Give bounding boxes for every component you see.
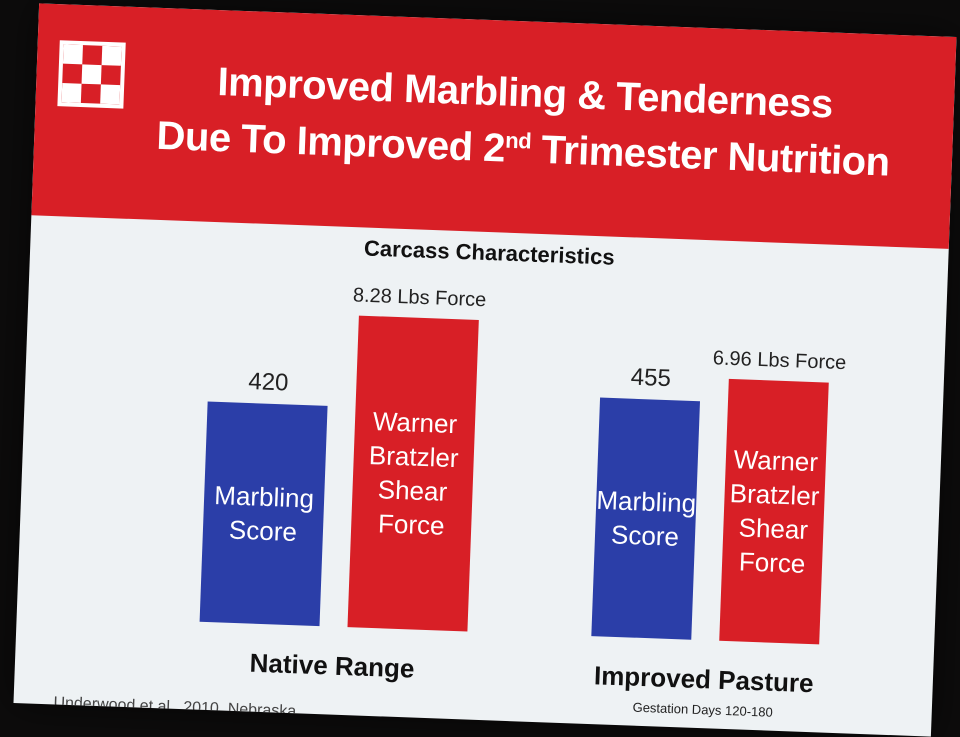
slide: Improved Marbling & Tenderness Due To Im… [13, 3, 957, 737]
bar-marbling-score-1 [591, 397, 701, 640]
bar-shear-force-0 [347, 315, 479, 632]
bar-inner-label: Force [378, 508, 446, 540]
title-banner: Improved Marbling & Tenderness Due To Im… [31, 3, 957, 249]
checkerboard-logo-icon [57, 40, 126, 109]
bar-inner-label: Bratzler [368, 440, 459, 473]
category-note: Gestation Days 120-180 [632, 700, 773, 720]
bar-inner-label: Force [738, 546, 806, 578]
bar-inner-label: Score [611, 519, 680, 551]
bar-inner-label: Warner [372, 406, 458, 439]
category-label: Native Range [249, 648, 415, 684]
data-label: 455 [630, 364, 671, 392]
bar-inner-label: Shear [377, 474, 448, 507]
bar-marbling-score-0 [199, 401, 328, 627]
data-label: 6.96 Lbs Force [712, 347, 846, 374]
bar-inner-label: Marbling [214, 480, 315, 514]
bar-shear-force-1 [719, 378, 829, 645]
bar-inner-label: Marbling [596, 485, 697, 519]
data-label: 8.28 Lbs Force [353, 284, 487, 311]
bar-inner-label: Score [228, 515, 297, 547]
bar-inner-label: Shear [738, 512, 809, 545]
data-label: 420 [248, 368, 289, 396]
bar-inner-label: Warner [733, 444, 819, 477]
category-label: Improved Pasture [594, 660, 815, 698]
bar-inner-label: Bratzler [729, 478, 820, 511]
